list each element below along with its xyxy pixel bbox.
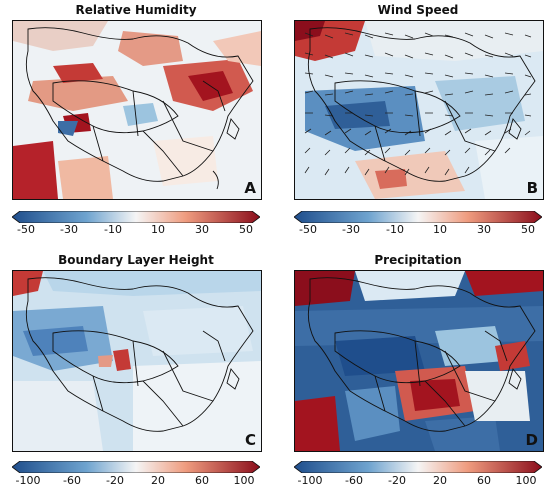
panel-title: Boundary Layer Height	[58, 253, 214, 267]
colorbar	[293, 208, 543, 224]
tick-label: 60	[195, 474, 209, 487]
tick-label: 10	[151, 223, 165, 236]
map-wind-speed: B	[294, 20, 544, 200]
tick-label: -60	[345, 474, 363, 487]
tick-label: 10	[433, 223, 447, 236]
panel-title: Relative Humidity	[75, 3, 197, 17]
tick-label: 20	[151, 474, 165, 487]
tick-label: -20	[106, 474, 124, 487]
tick-label: -30	[60, 223, 78, 236]
map-relative-humidity: A	[12, 20, 262, 200]
colorbar-ticks: -100 -60 -20 20 60 100	[294, 474, 542, 488]
panel-label: B	[526, 179, 538, 197]
colorbar	[11, 208, 261, 224]
tick-label: -20	[388, 474, 406, 487]
tick-label: -50	[17, 223, 35, 236]
colorbar-ticks: -50 -30 -10 10 30 50	[294, 223, 542, 237]
tick-label: 100	[233, 474, 255, 487]
tick-label: -100	[15, 474, 41, 487]
colorbar-ticks: -50 -30 -10 10 30 50	[12, 223, 260, 237]
tick-label: -30	[342, 223, 360, 236]
panel-label: A	[244, 179, 256, 197]
tick-label: 100	[515, 474, 537, 487]
tick-label: -60	[63, 474, 81, 487]
map-precipitation: D	[294, 270, 544, 452]
tick-label: -10	[386, 223, 404, 236]
panel-label: C	[244, 431, 256, 449]
tick-label: -10	[104, 223, 122, 236]
tick-label: -100	[297, 474, 323, 487]
panel-label: D	[525, 431, 538, 449]
tick-label: 50	[239, 223, 253, 236]
map-boundary-layer-height: C	[12, 270, 262, 452]
panel-title: Wind Speed	[377, 3, 459, 17]
panel-title: Precipitation	[374, 253, 462, 267]
colorbar-ticks: -100 -60 -20 20 60 100	[12, 474, 260, 488]
tick-label: 30	[477, 223, 491, 236]
tick-label: -50	[299, 223, 317, 236]
tick-label: 30	[195, 223, 209, 236]
colorbar	[11, 458, 261, 474]
tick-label: 60	[477, 474, 491, 487]
colorbar	[293, 458, 543, 474]
tick-label: 50	[521, 223, 535, 236]
tick-label: 20	[433, 474, 447, 487]
